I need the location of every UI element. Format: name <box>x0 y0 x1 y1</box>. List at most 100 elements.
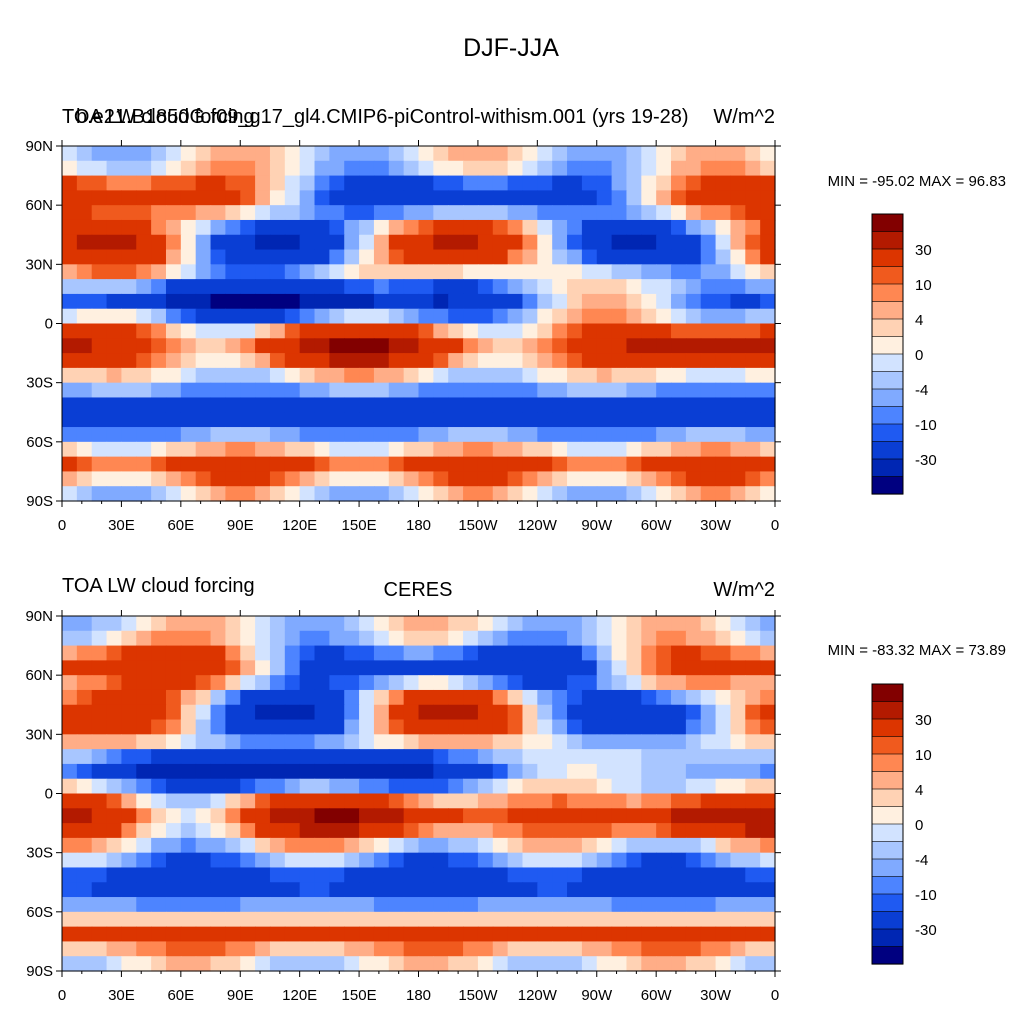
map-cell <box>329 205 345 221</box>
map-cell <box>596 441 613 458</box>
map-cell <box>433 338 449 354</box>
map-cell <box>700 926 717 943</box>
map-cell <box>373 397 390 413</box>
map-cell <box>151 956 167 972</box>
map-cell <box>685 734 702 750</box>
map-cell <box>656 219 672 236</box>
map-cell <box>121 382 137 399</box>
map-cell <box>596 616 613 632</box>
map-cell <box>91 630 108 647</box>
map-cell <box>151 675 167 691</box>
map-cell <box>269 837 286 854</box>
map-cell <box>151 234 167 251</box>
colorbar-swatch <box>871 283 904 303</box>
map-cell <box>745 823 761 839</box>
map-cell <box>255 808 271 824</box>
map-cell <box>388 778 405 795</box>
map-cell <box>567 778 583 795</box>
map-cell <box>165 704 182 721</box>
map-cell <box>240 823 256 839</box>
map-cell <box>136 793 152 809</box>
map-cell <box>760 293 776 310</box>
map-cell <box>463 367 479 384</box>
map-cell <box>611 867 628 883</box>
map-cell <box>284 308 301 325</box>
map-cell <box>225 323 241 339</box>
map-cell <box>269 367 286 384</box>
map-cell <box>240 763 256 780</box>
map-cell <box>403 234 420 251</box>
map-cell <box>210 749 226 765</box>
map-cell <box>165 734 182 750</box>
map-cell <box>344 412 360 428</box>
map-cell <box>91 689 108 706</box>
map-cell <box>745 911 761 928</box>
map-cell <box>611 293 628 310</box>
map-cell <box>477 367 494 384</box>
map-cell <box>656 382 672 399</box>
map-cell <box>91 734 108 750</box>
map-cell <box>76 645 93 661</box>
map-cell <box>760 190 776 206</box>
map-cell <box>567 911 583 928</box>
map-cell <box>552 397 568 413</box>
map-cell <box>537 441 553 458</box>
y-tick-label: 90S <box>26 493 53 510</box>
map-cell <box>715 616 732 632</box>
map-cell <box>136 778 152 795</box>
map-cell <box>210 456 226 473</box>
map-cell <box>165 308 182 325</box>
map-cell <box>522 279 538 295</box>
map-cell <box>656 190 672 206</box>
map-cell <box>210 234 226 251</box>
map-cell <box>299 926 316 943</box>
map-cell <box>730 763 746 780</box>
map-cell <box>403 353 420 369</box>
map-cell <box>269 719 286 735</box>
map-cell <box>403 734 420 750</box>
map-cell <box>760 808 776 824</box>
map-cell <box>373 353 390 369</box>
map-cell <box>552 456 568 473</box>
panel-obs: TOA LW cloud forcing CERES W/m^2 MIN = -… <box>25 575 1006 1004</box>
map-cell <box>581 323 598 339</box>
map-cell <box>522 456 538 473</box>
map-cell <box>76 412 93 428</box>
map-cell <box>121 660 137 676</box>
map-cell <box>567 234 583 251</box>
map-cell <box>180 808 197 824</box>
map-cell <box>373 675 390 691</box>
map-cell <box>418 956 434 972</box>
map-cell <box>195 456 212 473</box>
map-cell <box>269 471 286 487</box>
map-cell <box>344 926 360 943</box>
map-cell <box>195 190 212 206</box>
map-cell <box>329 704 345 721</box>
map-cell <box>626 441 642 458</box>
map-cell <box>314 837 330 854</box>
map-cell <box>344 630 360 647</box>
map-cell <box>284 719 301 735</box>
map-cell <box>62 190 78 206</box>
map-cell <box>626 427 642 443</box>
map-cell <box>671 471 687 487</box>
map-cell <box>91 778 108 795</box>
map-cell <box>210 778 226 795</box>
map-cell <box>240 793 256 809</box>
map-cell <box>433 264 449 280</box>
map-cell <box>700 778 717 795</box>
map-cell <box>492 293 509 310</box>
map-cell <box>269 456 286 473</box>
map-cell <box>76 926 93 943</box>
map-cell <box>106 660 123 676</box>
x-tick-label: 30W <box>700 987 732 1004</box>
x-tick-label: 180 <box>406 517 431 534</box>
map-cell <box>76 382 93 399</box>
map-cell <box>418 675 434 691</box>
map-cell <box>715 867 732 883</box>
map-cell <box>91 616 108 632</box>
map-cell <box>76 264 93 280</box>
map-cell <box>180 219 197 236</box>
map-cell <box>507 793 524 809</box>
map-cell <box>91 645 108 661</box>
